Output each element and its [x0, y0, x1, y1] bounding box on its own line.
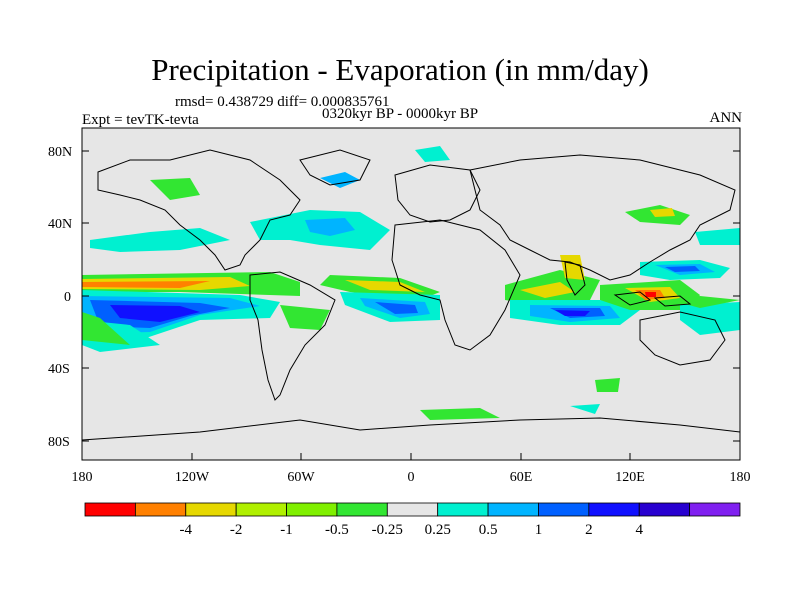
plot-title: Precipitation - Evaporation (in mm/day): [151, 52, 649, 87]
lat-tick-label: 0: [64, 290, 71, 305]
colorbar-label: 4: [635, 522, 643, 538]
colorbar-swatch: [386, 502, 439, 517]
season-label: ANN: [709, 110, 743, 126]
lon-tick-label: 60W: [287, 470, 315, 485]
lat-tick-label: 40N: [48, 217, 72, 232]
lon-tick-label: 60E: [510, 470, 533, 485]
lon-tick-label: 120E: [615, 470, 645, 485]
rmsd-diff-stats: rmsd= 0.438729 diff= 0.000835761: [175, 94, 390, 110]
lat-tick-label: 40S: [48, 362, 70, 377]
colorbar-swatch: [638, 502, 691, 517]
colorbar-swatch: [437, 502, 489, 517]
colorbar: -4 -2 -1 -0.5 -0.25 0.25 0.5 1 2 4: [84, 502, 741, 538]
colorbar-swatch: [689, 502, 741, 517]
colorbar-swatch: [336, 502, 388, 517]
colorbar-label: -0.5: [325, 522, 349, 538]
colorbar-label: 2: [585, 522, 593, 538]
period-subtitle: 0320kyr BP - 0000kyr BP: [322, 106, 479, 122]
lat-tick-label: 80N: [48, 145, 72, 160]
lat-tick-label: 80S: [48, 435, 70, 450]
contour-fields: [82, 146, 740, 420]
lon-tick-label: 180: [730, 470, 751, 485]
colorbar-label: 0.5: [479, 522, 498, 538]
colorbar-label: -4: [180, 522, 193, 538]
colorbar-label: 0.25: [425, 522, 451, 538]
colorbar-swatch: [487, 502, 539, 517]
lon-tick-label: 120W: [175, 470, 210, 485]
colorbar-swatch: [185, 502, 237, 517]
colorbar-swatch: [134, 502, 187, 517]
x-axis-labels: 180 120W 60W 0 60E 120E 180: [72, 470, 751, 485]
colorbar-swatch: [588, 502, 640, 517]
lon-tick-label: 0: [408, 470, 415, 485]
colorbar-swatch: [286, 502, 338, 517]
experiment-label: Expt = tevTK-tevta: [82, 112, 199, 128]
colorbar-swatch: [235, 502, 287, 517]
x-axis-ticks: [81, 453, 741, 460]
colorbar-swatch: [538, 502, 590, 517]
y-axis-ticks: [82, 150, 740, 442]
colorbar-label: -0.25: [372, 522, 403, 538]
colorbar-label: 1: [535, 522, 543, 538]
lon-tick-label: 180: [72, 470, 93, 485]
coastlines: [82, 149, 740, 441]
colorbar-label: -2: [230, 522, 243, 538]
y-axis-labels: 80N 40N 0 40S 80S: [48, 145, 72, 450]
colorbar-swatch: [84, 502, 136, 517]
colorbar-label: -1: [280, 522, 293, 538]
